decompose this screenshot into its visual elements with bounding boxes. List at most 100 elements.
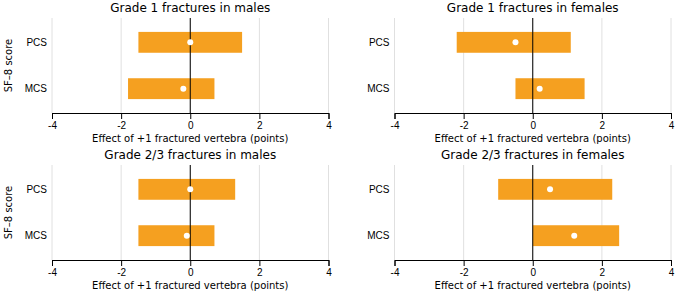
- grid-line: [52, 165, 53, 260]
- grid-line: [532, 165, 533, 260]
- grid-line: [190, 18, 191, 113]
- y-axis: PCS MCS: [367, 37, 394, 94]
- tick-mark: [190, 113, 191, 119]
- tick-mark: [190, 260, 191, 266]
- tick: MCS: [25, 230, 52, 241]
- tick-label: 2: [257, 120, 263, 131]
- tick-label: -2: [117, 120, 126, 131]
- tick: MCS: [25, 83, 52, 94]
- x-label: Effect of +1 fractured vertebra (points): [435, 133, 631, 144]
- panel: -4-2024PCSMCSGrade 2/3 fractures in male…: [3, 148, 332, 291]
- grid-line: [532, 18, 533, 113]
- tick-mark: [602, 113, 603, 119]
- figure: -4 -2 0 2 4 PCS MCS Grade 1 fractures in males E…: [0, 0, 685, 294]
- title: Grade 2/3 fractures in males: [104, 148, 276, 162]
- tick-label: MCS: [367, 83, 390, 94]
- point: [184, 233, 190, 239]
- tick-label: 0: [188, 120, 194, 131]
- tick: -4: [391, 260, 400, 278]
- grid: [52, 165, 329, 260]
- grid-line: [121, 18, 122, 113]
- point: [571, 233, 577, 239]
- tick-label: PCS: [369, 184, 390, 195]
- tick-label: MCS: [367, 230, 390, 241]
- tick: -4: [391, 113, 400, 131]
- reference-line: [190, 165, 191, 260]
- grid-line: [601, 18, 602, 113]
- tick: PCS: [369, 184, 395, 195]
- tick-label: 2: [600, 120, 606, 131]
- tick: 4: [669, 113, 675, 131]
- bar: [138, 179, 235, 200]
- point: [547, 186, 553, 192]
- point: [180, 86, 186, 92]
- x-axis: -4-2024: [48, 260, 332, 278]
- tick-label: 2: [257, 267, 263, 278]
- title: Grade 1 fractures in females: [447, 1, 619, 15]
- grid-line: [671, 18, 672, 113]
- grid-line: [394, 165, 395, 260]
- y-axis: PCS MCS: [367, 184, 394, 241]
- tick: 2: [257, 260, 263, 278]
- tick-label: PCS: [26, 37, 47, 48]
- bar: [457, 32, 571, 53]
- x-axis: -4 -2 0 2 4: [391, 113, 675, 131]
- point: [187, 186, 193, 192]
- grid-line: [328, 18, 329, 113]
- tick-mark: [52, 260, 53, 266]
- tick-mark: [259, 260, 260, 266]
- tick: 4: [669, 260, 675, 278]
- tick: 2: [600, 260, 606, 278]
- tick-label: -2: [460, 267, 469, 278]
- grid: [395, 165, 672, 260]
- tick: -2: [117, 260, 126, 278]
- tick-mark: [121, 113, 122, 119]
- tick-mark: [671, 260, 672, 266]
- tick-label: -4: [391, 120, 400, 131]
- tick-mark: [395, 113, 396, 119]
- tick-label: 4: [326, 267, 332, 278]
- tick: PCS: [369, 37, 395, 48]
- tick-mark: [52, 113, 53, 119]
- grid-line: [121, 165, 122, 260]
- tick-mark: [259, 113, 260, 119]
- title: Grade 1 fractures in males: [110, 1, 270, 15]
- tick-label: -4: [48, 267, 57, 278]
- point: [537, 86, 543, 92]
- grid: [52, 18, 329, 113]
- x-label: Effect of +1 fractured vertebra (points): [435, 280, 631, 291]
- axis-line: [395, 114, 672, 120]
- axis-line: [53, 114, 330, 120]
- grid-line: [328, 165, 329, 260]
- tick-label: 4: [669, 120, 675, 131]
- grid-line: [259, 18, 260, 113]
- grid-line: [190, 165, 191, 260]
- tick: -4: [48, 260, 57, 278]
- tick: 0: [530, 113, 536, 131]
- tick-mark: [329, 260, 330, 266]
- tick-label: 2: [600, 267, 606, 278]
- tick: MCS: [367, 83, 394, 94]
- tick: -4: [48, 113, 57, 131]
- bar: [138, 225, 214, 246]
- tick: MCS: [367, 230, 394, 241]
- marks: [457, 18, 585, 113]
- grid-line: [394, 18, 395, 113]
- tick: 2: [600, 113, 606, 131]
- tick-label: MCS: [25, 83, 48, 94]
- bar: [128, 78, 214, 99]
- tick: -2: [460, 260, 469, 278]
- tick-label: -4: [391, 267, 400, 278]
- tick-label: 4: [669, 267, 675, 278]
- grid-line: [463, 165, 464, 260]
- tick: 4: [326, 260, 332, 278]
- grid-line: [259, 165, 260, 260]
- tick-mark: [329, 113, 330, 119]
- tick-mark: [533, 113, 534, 119]
- tick-label: -2: [460, 120, 469, 131]
- tick-mark: [464, 113, 465, 119]
- marks: [498, 165, 619, 260]
- tick-label: 0: [530, 267, 536, 278]
- tick-mark: [395, 260, 396, 266]
- panel: -4-2024PCSMCSGrade 2/3 fractures in fema…: [367, 148, 674, 291]
